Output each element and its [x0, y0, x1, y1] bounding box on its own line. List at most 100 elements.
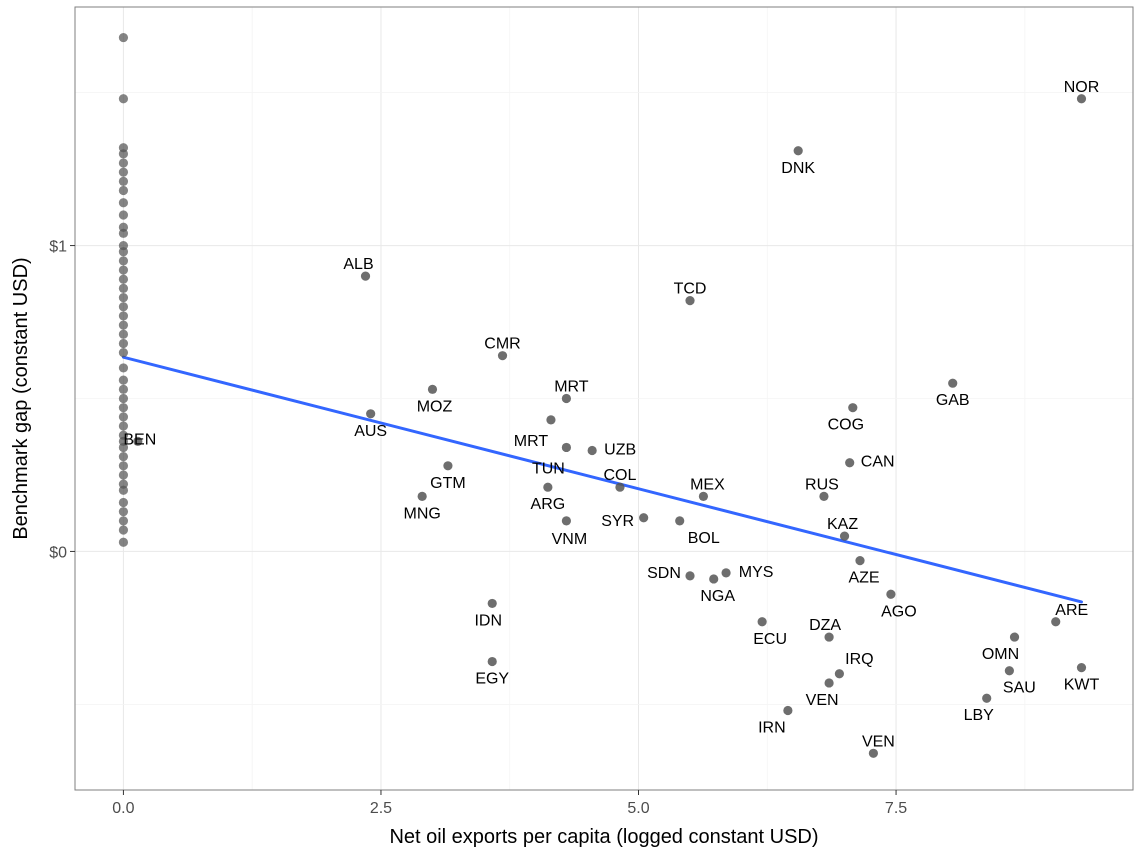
data-point: [118, 363, 129, 373]
point-label: VEN: [862, 733, 895, 750]
point-label: IRQ: [845, 651, 873, 668]
point-label: MOZ: [417, 398, 453, 415]
point-label: DNK: [781, 160, 815, 177]
data-point: [118, 292, 129, 303]
point-label: KWT: [1064, 677, 1100, 694]
data-point: [118, 210, 129, 220]
point-label: GTM: [430, 475, 466, 492]
data-point: [427, 384, 438, 394]
data-point: [118, 470, 129, 480]
data-point: [366, 409, 376, 419]
point-label: CMR: [484, 336, 520, 353]
point-label: ARE: [1055, 602, 1088, 619]
data-point: [721, 568, 731, 578]
x-tick-label: 5.0: [627, 800, 649, 817]
point-label: AGO: [881, 603, 917, 620]
point-label: SDN: [647, 565, 681, 582]
data-point: [118, 452, 129, 462]
data-point: [561, 393, 571, 404]
data-point: [587, 445, 597, 456]
point-label: GAB: [936, 392, 970, 409]
data-point: [118, 320, 129, 330]
data-point: [118, 185, 129, 196]
data-point: [698, 491, 709, 501]
data-point: [118, 497, 129, 508]
point-label: EGY: [475, 671, 509, 688]
data-point: [118, 507, 129, 517]
data-point: [118, 302, 129, 312]
data-point: [360, 271, 371, 281]
y-tick-label: $1: [49, 239, 67, 256]
data-point: [118, 228, 129, 238]
data-point: [118, 329, 129, 339]
data-point: [118, 348, 129, 358]
point-label: COL: [604, 467, 637, 484]
data-point: [685, 296, 695, 306]
point-label: NGA: [700, 588, 735, 605]
point-label: ALB: [343, 256, 373, 273]
data-point: [118, 403, 129, 413]
y-axis-title: Benchmark gap (constant USD): [10, 257, 32, 539]
point-label: CAN: [861, 454, 895, 471]
point-label: MEX: [690, 476, 725, 493]
data-point: [1076, 94, 1087, 104]
data-point: [487, 598, 497, 609]
data-point: [118, 311, 129, 321]
data-point: [819, 491, 829, 501]
point-label: COG: [828, 417, 864, 434]
point-label: MRT: [554, 379, 589, 396]
y-axis: $0 $1: [49, 239, 75, 561]
point-label: OMN: [982, 646, 1019, 663]
data-point: [118, 525, 129, 535]
point-label: IRN: [758, 719, 786, 736]
data-point: [118, 94, 129, 104]
data-point: [118, 247, 129, 257]
data-point: [685, 571, 695, 581]
point-label: IDN: [474, 612, 502, 629]
data-point: [118, 32, 129, 43]
data-point: [118, 485, 129, 495]
x-tick-label: 0.0: [112, 800, 134, 817]
point-label: TCD: [674, 281, 707, 298]
data-point: [561, 516, 571, 526]
point-label: MNG: [404, 505, 441, 522]
data-point: [848, 403, 858, 413]
point-label: DZA: [809, 617, 841, 634]
point-label: KAZ: [827, 516, 858, 533]
data-point: [118, 516, 129, 526]
point-label: AZE: [848, 570, 879, 587]
point-label: MRT: [514, 433, 549, 450]
data-point: [757, 617, 767, 627]
point-label: VEN: [806, 692, 839, 709]
grid: [75, 7, 1133, 790]
point-label: BOL: [688, 530, 720, 547]
data-point: [118, 149, 129, 159]
data-point: [1076, 663, 1087, 673]
data-point: [443, 461, 453, 471]
x-tick-label: 7.5: [885, 800, 907, 817]
data-point: [118, 198, 129, 208]
data-point: [1051, 617, 1061, 627]
point-label: SAU: [1003, 680, 1036, 697]
data-point: [543, 482, 553, 492]
data-point: [118, 338, 129, 349]
data-point: [497, 351, 508, 361]
data-point: [118, 461, 129, 471]
data-point: [639, 513, 649, 523]
point-label: RUS: [805, 476, 839, 493]
x-axis-title: Net oil exports per capita (logged const…: [389, 826, 818, 848]
data-point: [783, 705, 793, 716]
data-point: [675, 516, 685, 526]
data-point: [615, 482, 625, 492]
x-axis: 0.0 2.5 5.0 7.5: [112, 790, 907, 817]
data-point: [1009, 632, 1020, 642]
data-point: [561, 442, 571, 453]
data-point: [118, 375, 129, 385]
data-point: [133, 436, 143, 446]
point-label: SYR: [601, 513, 634, 530]
data-point: [845, 458, 855, 468]
point-labels-group: NOR DNK ALB TCD CMR MRT MRT MOZ GAB COG BEN AUS UZB T…: [123, 79, 1099, 751]
data-point: [118, 384, 129, 394]
data-point: [118, 283, 129, 293]
